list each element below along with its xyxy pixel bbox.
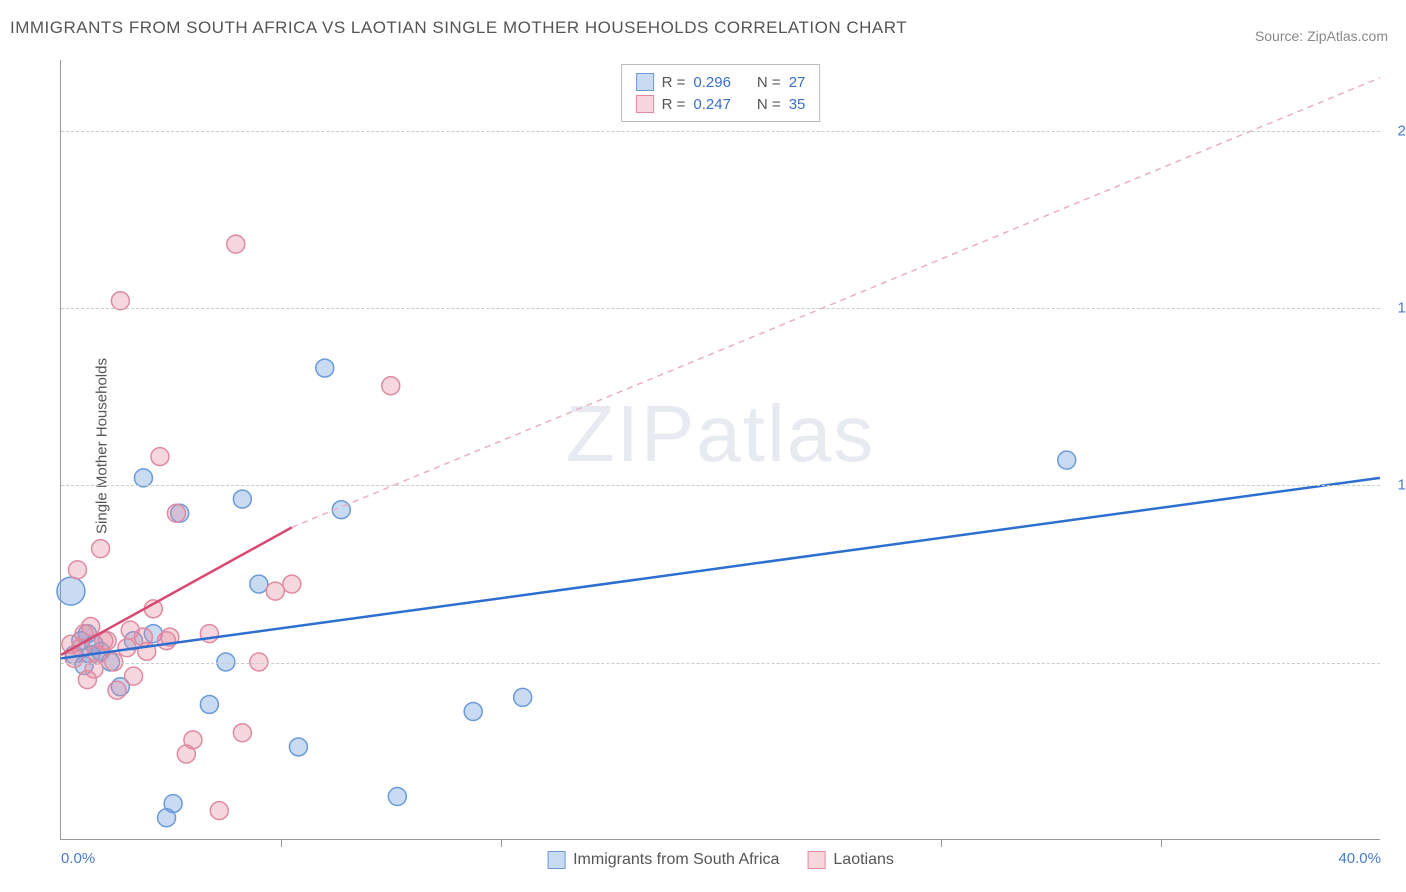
scatter-point — [68, 561, 86, 579]
trend-line — [61, 478, 1380, 659]
n-label: N = — [757, 74, 781, 91]
r-value-0: 0.296 — [693, 74, 731, 91]
scatter-point — [134, 469, 152, 487]
xtick — [1161, 839, 1162, 847]
legend-row-series-1: R = 0.247 N = 35 — [636, 93, 806, 115]
scatter-point — [200, 695, 218, 713]
xtick — [941, 839, 942, 847]
scatter-point — [92, 540, 110, 558]
scatter-point — [184, 731, 202, 749]
gridline — [61, 485, 1380, 486]
scatter-point — [57, 577, 85, 605]
trend-line-extension — [292, 78, 1380, 528]
legend-swatch-blue — [636, 73, 654, 91]
gridline — [61, 663, 1380, 664]
legend-row-series-0: R = 0.296 N = 27 — [636, 71, 806, 93]
r-label: R = — [662, 74, 686, 91]
scatter-point — [514, 688, 532, 706]
gridline — [61, 131, 1380, 132]
xtick — [501, 839, 502, 847]
scatter-point — [464, 703, 482, 721]
scatter-point — [233, 490, 251, 508]
scatter-point — [121, 621, 139, 639]
scatter-point — [108, 681, 126, 699]
correlation-legend: R = 0.296 N = 27 R = 0.247 N = 35 — [621, 64, 821, 122]
legend-item-1: Laotians — [807, 851, 894, 869]
scatter-plot-svg — [61, 60, 1380, 839]
r-value-1: 0.247 — [693, 96, 731, 113]
n-label: N = — [757, 96, 781, 113]
ytick-label: 15.0% — [1385, 300, 1406, 317]
n-value-0: 27 — [789, 74, 806, 91]
gridline — [61, 308, 1380, 309]
scatter-point — [82, 618, 100, 636]
scatter-point — [388, 788, 406, 806]
scatter-point — [227, 235, 245, 253]
xtick-label: 0.0% — [61, 850, 95, 867]
scatter-point — [78, 671, 96, 689]
scatter-point — [125, 667, 143, 685]
legend-item-0: Immigrants from South Africa — [547, 851, 779, 869]
plot-area: ZIPatlas R = 0.296 N = 27 R = 0.247 N = … — [60, 60, 1380, 840]
scatter-point — [164, 795, 182, 813]
ytick-label: 5.0% — [1385, 654, 1406, 671]
scatter-point — [382, 377, 400, 395]
series-legend: Immigrants from South Africa Laotians — [547, 851, 894, 869]
legend-label-1: Laotians — [833, 851, 894, 869]
scatter-point — [111, 292, 129, 310]
scatter-point — [250, 575, 268, 593]
scatter-point — [167, 504, 185, 522]
legend-label-0: Immigrants from South Africa — [573, 851, 779, 869]
legend-swatch-pink — [636, 95, 654, 113]
scatter-point — [316, 359, 334, 377]
ytick-label: 10.0% — [1385, 477, 1406, 494]
legend-swatch-blue — [547, 851, 565, 869]
scatter-point — [289, 738, 307, 756]
scatter-point — [283, 575, 301, 593]
legend-swatch-pink — [807, 851, 825, 869]
scatter-point — [233, 724, 251, 742]
scatter-point — [266, 582, 284, 600]
n-value-1: 35 — [789, 96, 806, 113]
scatter-point — [1058, 451, 1076, 469]
xtick — [281, 839, 282, 847]
scatter-point — [151, 448, 169, 466]
ytick-label: 20.0% — [1385, 122, 1406, 139]
scatter-point — [210, 802, 228, 820]
chart-title: IMMIGRANTS FROM SOUTH AFRICA VS LAOTIAN … — [10, 18, 907, 38]
r-label: R = — [662, 96, 686, 113]
source-attribution: Source: ZipAtlas.com — [1255, 28, 1388, 44]
xtick-label: 40.0% — [1338, 850, 1381, 867]
